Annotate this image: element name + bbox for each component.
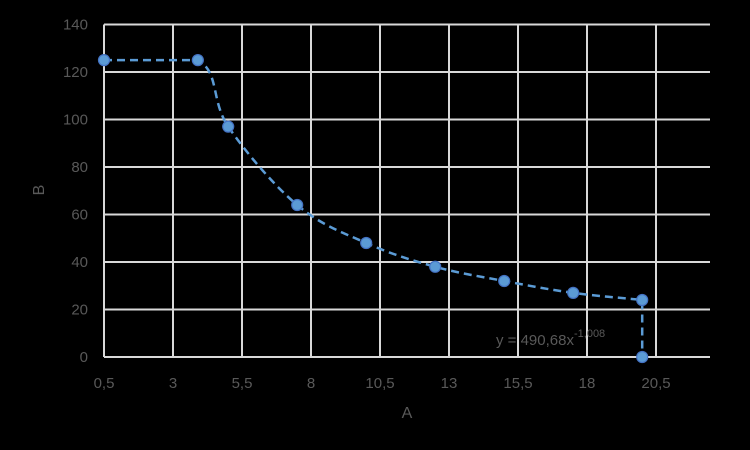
x-tick-label: 20,5 <box>641 375 670 392</box>
data-point-marker <box>97 54 111 67</box>
y-tick-label: 40 <box>71 254 88 271</box>
x-tick-label: 0,5 <box>94 375 115 392</box>
y-axis-title: B <box>31 185 48 196</box>
y-tick-label: 80 <box>71 159 88 176</box>
trendline-equation-exponent: -1,008 <box>574 328 605 340</box>
x-tick-label: 8 <box>307 375 315 392</box>
data-point-marker <box>636 350 649 364</box>
series-line <box>104 58 644 357</box>
y-tick-label: 60 <box>71 207 88 224</box>
x-tick-label: 13 <box>441 375 458 392</box>
gridlines <box>103 23 710 358</box>
x-tick-label: 15,5 <box>503 375 532 392</box>
data-point-marker <box>636 293 649 307</box>
x-tick-label: 5,5 <box>232 375 253 392</box>
data-point-marker <box>222 120 235 133</box>
y-axis-tick-labels: 0 20 40 60 80 100 120 140 <box>63 17 88 367</box>
x-axis-title: A <box>402 405 413 422</box>
x-axis-tick-labels: 0,5 3 5,5 8 10,5 13 15,5 18 20,5 <box>94 375 671 392</box>
y-tick-label: 0 <box>80 349 88 366</box>
trendline-equation: y = 490,68x-1,008 <box>496 328 605 349</box>
x-tick-label: 10,5 <box>365 375 394 392</box>
y-tick-label: 120 <box>63 64 88 81</box>
data-point-marker <box>191 54 204 67</box>
data-series <box>97 54 649 364</box>
y-tick-label: 100 <box>63 112 88 129</box>
data-point-marker <box>567 286 580 299</box>
data-point-marker <box>291 198 304 212</box>
data-point-marker <box>498 274 511 288</box>
x-tick-label: 3 <box>169 375 177 392</box>
x-tick-label: 18 <box>579 375 596 392</box>
trendline-equation-base: y = 490,68x <box>496 332 574 349</box>
y-tick-label: 140 <box>63 17 88 34</box>
y-tick-label: 20 <box>71 302 88 319</box>
data-point-marker <box>360 236 373 250</box>
data-point-marker <box>429 260 442 273</box>
